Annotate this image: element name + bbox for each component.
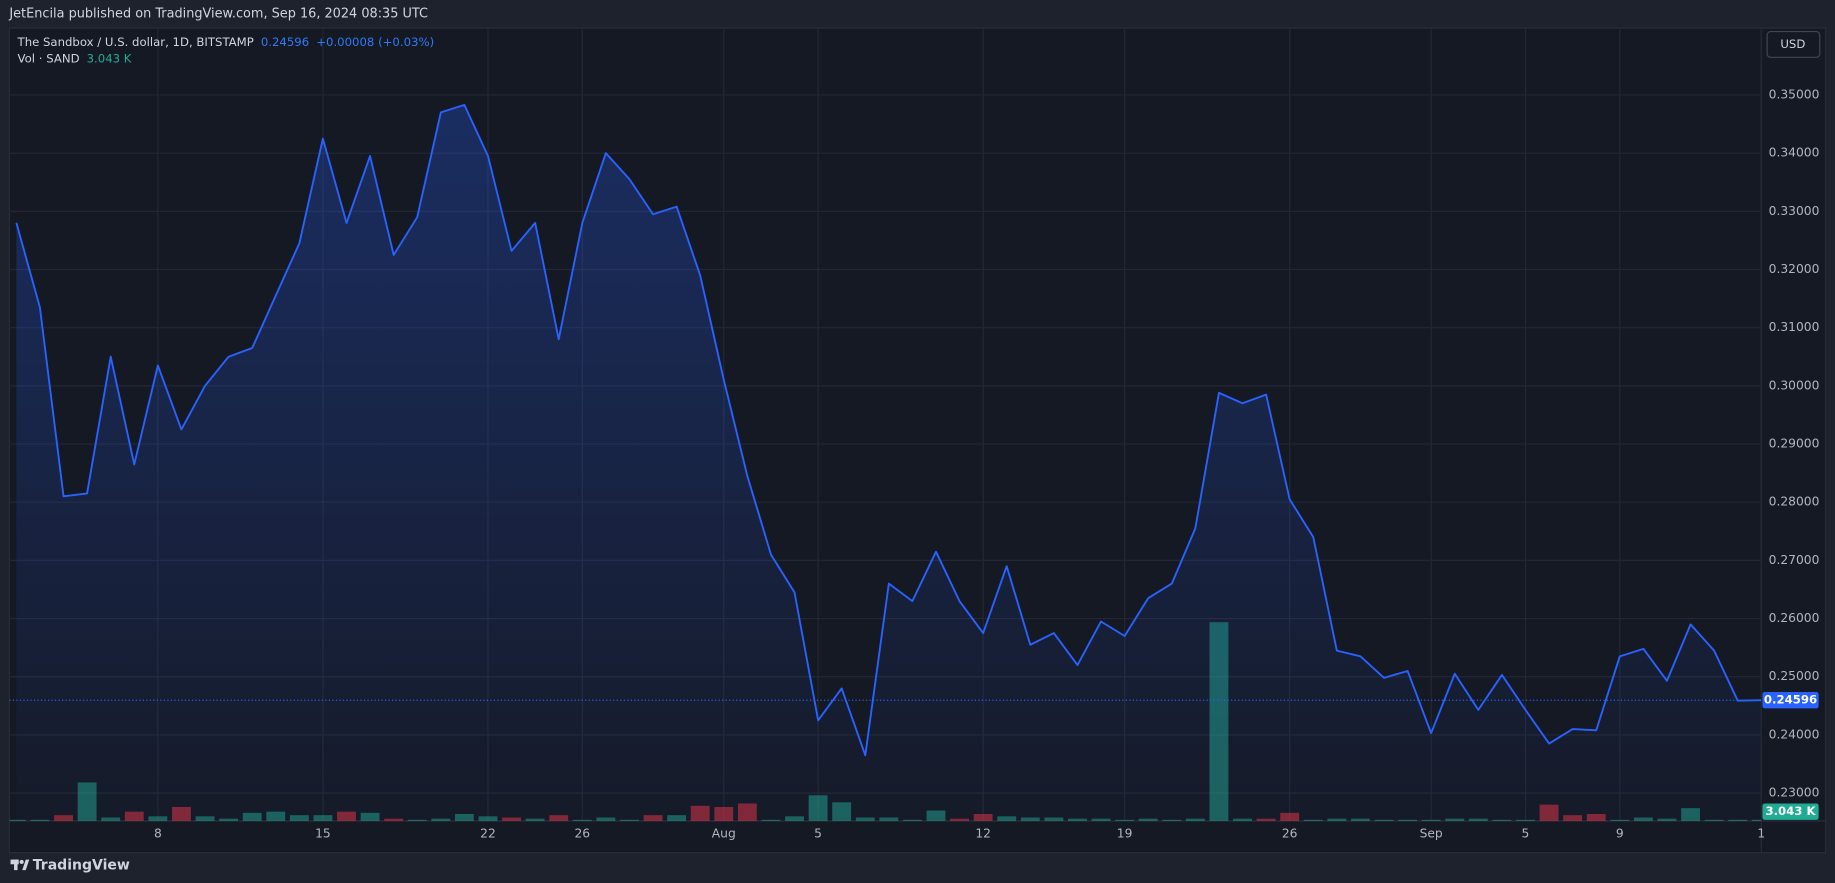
- y-tick-label: 0.27000: [1769, 553, 1820, 567]
- y-tick-label: 0.23000: [1769, 786, 1820, 800]
- currency-button[interactable]: [1766, 30, 1821, 58]
- x-tick-label: 1: [1757, 826, 1765, 840]
- last-price-label: 0.24596: [1764, 693, 1817, 707]
- plot-layer: [9, 103, 1762, 822]
- y-tick-label: 0.32000: [1769, 262, 1820, 276]
- x-tick-label: 22: [480, 826, 496, 840]
- x-tick-label: 26: [1282, 826, 1298, 840]
- last-price: 0.24596: [261, 35, 309, 49]
- x-tick-label: 9: [1616, 826, 1624, 840]
- x-tick-label: Aug: [712, 826, 736, 840]
- y-tick-label: 0.28000: [1769, 495, 1820, 509]
- x-tick-label: 26: [574, 826, 590, 840]
- publish-header: JetEncila published on TradingView.com, …: [8, 7, 428, 22]
- x-tick-label: 12: [975, 826, 991, 840]
- y-tick-label: 0.24000: [1769, 727, 1820, 741]
- x-tick-label: 5: [1522, 826, 1530, 840]
- y-tick-label: 0.33000: [1769, 204, 1820, 218]
- legend-main: The Sandbox / U.S. dollar, 1D, BITSTAMP 0…: [17, 35, 435, 49]
- x-tick-label: 15: [315, 826, 331, 840]
- x-tick-label: 5: [814, 826, 822, 840]
- price-area: [16, 104, 1762, 822]
- last-price-box: [1762, 692, 1819, 709]
- y-tick-label: 0.35000: [1769, 87, 1820, 101]
- x-tick-label: 8: [154, 826, 162, 840]
- price-line: [15, 103, 1762, 757]
- footer-brand: TradingView: [33, 857, 130, 873]
- volume-name: Vol · SAND: [18, 51, 80, 65]
- volume-last: 3.043 K: [87, 51, 132, 65]
- y-tick-label: 0.26000: [1769, 611, 1820, 625]
- x-tick-label: 19: [1117, 826, 1133, 840]
- currency-label[interactable]: USD: [1780, 37, 1805, 51]
- y-tick-label: 0.29000: [1769, 437, 1820, 451]
- y-tick-label: 0.30000: [1769, 378, 1820, 392]
- last-volume-label: 3.043 K: [1765, 804, 1816, 818]
- symbol-title: The Sandbox / U.S. dollar, 1D, BITSTAMP: [17, 35, 254, 49]
- axis-layer: 0.23000 0.24000 0.25000 0.26000 0.27000 0.280…: [154, 87, 1819, 840]
- tradingview-logo: [10, 859, 30, 871]
- y-tick-label: 0.31000: [1769, 320, 1820, 334]
- y-tick-label: 0.34000: [1769, 146, 1820, 160]
- price-change: +0.00008 (+0.03%): [316, 35, 434, 49]
- legend-volume: Vol · SAND 3.043 K: [18, 51, 132, 65]
- y-tick-label: 0.25000: [1769, 669, 1820, 683]
- last-volume-box: [1762, 803, 1819, 820]
- x-tick-label: Sep: [1420, 826, 1443, 840]
